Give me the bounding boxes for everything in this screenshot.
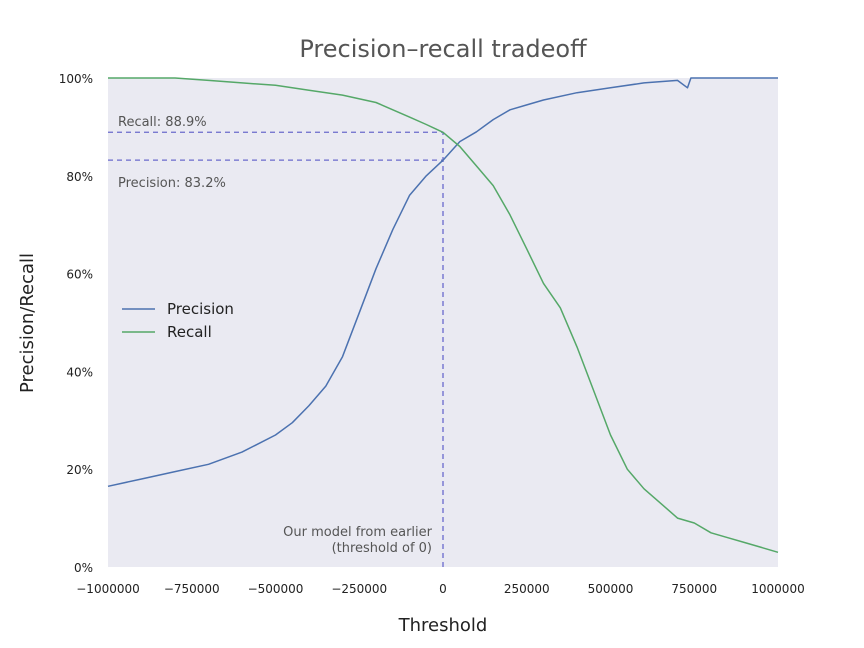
x-tick-label: −1000000: [76, 582, 140, 596]
chart-marks: [107, 77, 779, 567]
y-tick-label: 40%: [66, 365, 93, 379]
x-tick-label: 0: [439, 582, 447, 596]
x-axis-ticks: −1000000 −750000 −500000 −250000 0 250000 5000…: [76, 582, 804, 596]
x-axis-label: Threshold: [398, 615, 488, 636]
y-axis-label: Precision/Recall: [17, 253, 38, 393]
x-tick-label: 500000: [588, 582, 634, 596]
y-tick-label: 100%: [59, 72, 93, 86]
legend: Precision Recall: [122, 300, 234, 341]
x-tick-label: −250000: [331, 582, 387, 596]
y-axis-ticks: 0% 20% 40% 60% 80% 100%: [59, 72, 93, 575]
x-tick-label: −500000: [248, 582, 304, 596]
series-line-precision: [107, 77, 778, 488]
recall-annotation: Recall: 88.9%: [118, 115, 207, 130]
threshold-annotation-line2: (threshold of 0): [332, 541, 432, 556]
x-tick-label: 1000000: [751, 582, 804, 596]
series-line-recall: [108, 77, 779, 554]
y-tick-label: 20%: [66, 463, 93, 477]
legend-label-precision: Precision: [167, 300, 234, 318]
chart-title: Precision–recall tradeoff: [299, 35, 587, 63]
y-tick-label: 80%: [66, 170, 93, 184]
precision-annotation: Precision: 83.2%: [118, 176, 226, 191]
threshold-annotation-line1: Our model from earlier: [283, 525, 432, 540]
legend-label-recall: Recall: [167, 323, 212, 341]
y-tick-label: 60%: [66, 268, 93, 282]
x-tick-label: 750000: [671, 582, 717, 596]
x-tick-label: −750000: [164, 582, 220, 596]
x-tick-label: 250000: [504, 582, 550, 596]
y-tick-label: 0%: [74, 561, 93, 575]
